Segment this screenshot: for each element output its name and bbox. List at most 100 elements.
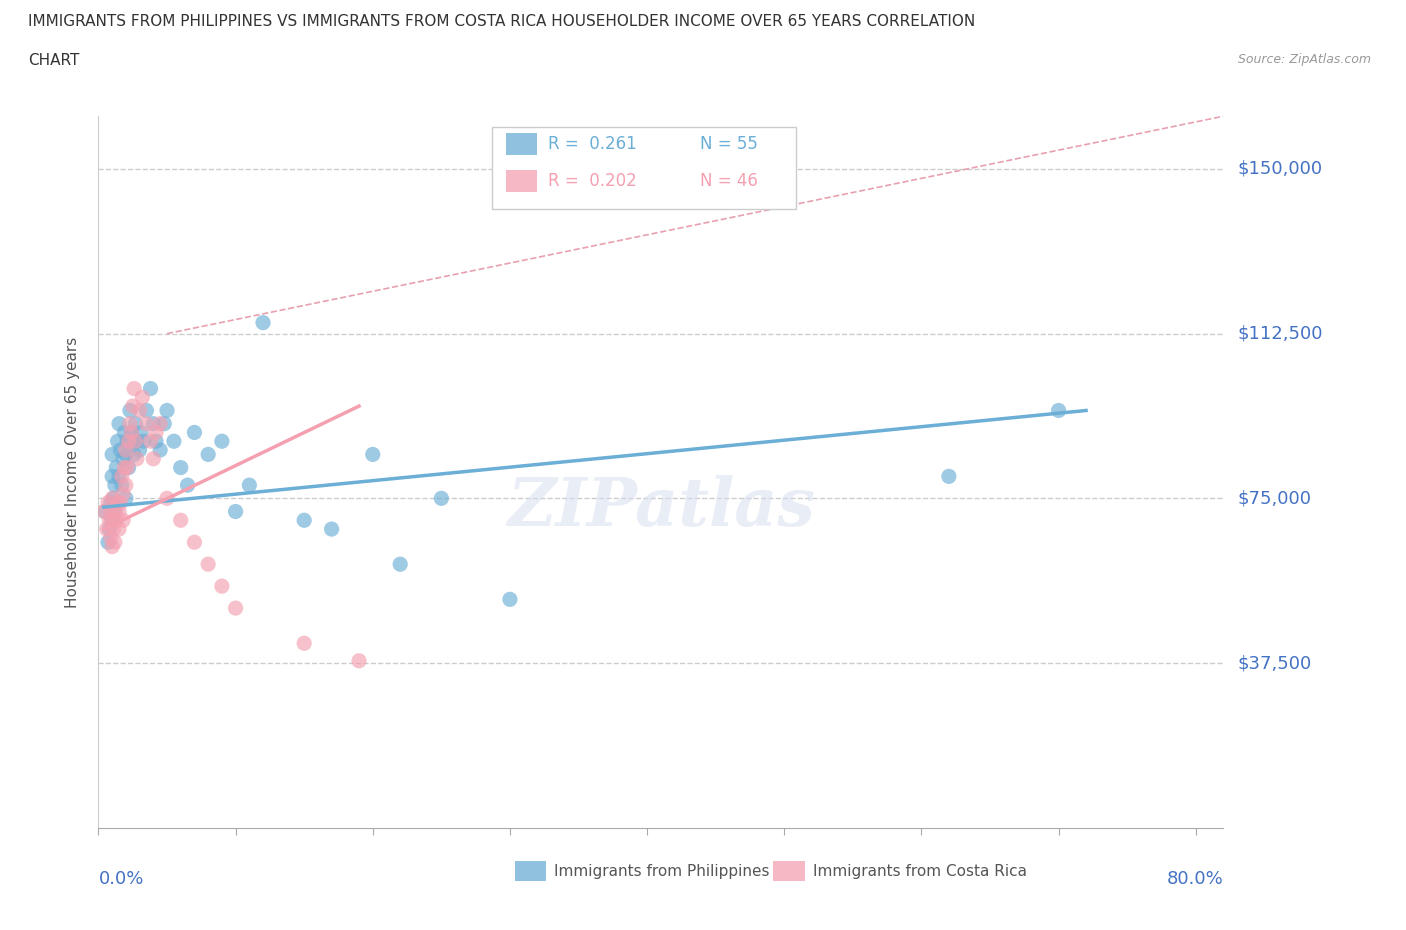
Point <box>142 451 165 466</box>
Point <box>117 433 139 448</box>
Point <box>149 417 172 432</box>
Point <box>112 486 135 501</box>
Point <box>122 381 145 396</box>
Point <box>135 403 157 418</box>
Point <box>104 478 127 493</box>
Point <box>121 433 143 448</box>
Point <box>145 425 167 440</box>
Point <box>197 557 219 572</box>
Text: Immigrants from Costa Rica: Immigrants from Costa Rica <box>813 864 1026 879</box>
Point <box>115 443 138 458</box>
Point <box>132 433 155 448</box>
Point <box>149 443 172 458</box>
Point <box>93 504 115 519</box>
Point <box>938 469 960 484</box>
Point <box>103 491 125 506</box>
Point <box>117 460 139 475</box>
Point <box>135 417 157 432</box>
Point <box>104 504 127 519</box>
Text: $37,500: $37,500 <box>1237 654 1312 672</box>
Point <box>225 504 247 519</box>
Point <box>103 522 125 537</box>
Point <box>97 535 120 550</box>
Point <box>115 460 138 475</box>
Point <box>104 504 127 519</box>
Point <box>361 447 384 462</box>
Point <box>499 591 522 606</box>
Point <box>430 491 453 506</box>
Text: N = 55: N = 55 <box>700 135 758 153</box>
Point <box>110 496 132 511</box>
Point <box>98 512 121 527</box>
Point <box>1047 403 1070 418</box>
Point <box>163 433 186 448</box>
Point <box>100 504 122 519</box>
Point <box>97 496 120 511</box>
Point <box>183 425 205 440</box>
Point <box>104 535 127 550</box>
Point <box>118 417 141 432</box>
Text: N = 46: N = 46 <box>700 172 758 190</box>
FancyBboxPatch shape <box>492 126 796 208</box>
Point <box>156 403 179 418</box>
Point <box>131 390 153 405</box>
Point <box>145 433 167 448</box>
Point <box>129 425 152 440</box>
Y-axis label: Householder Income Over 65 years: Householder Income Over 65 years <box>65 337 80 607</box>
Point <box>107 433 129 448</box>
Point <box>112 512 135 527</box>
Point <box>96 522 118 537</box>
Bar <box>506 133 537 154</box>
Point <box>170 512 193 527</box>
Point <box>112 451 135 466</box>
Point <box>128 403 150 418</box>
Text: ZIPatlas: ZIPatlas <box>508 475 814 540</box>
Point <box>347 654 370 669</box>
Point <box>108 417 131 432</box>
Point <box>225 601 247 616</box>
Point <box>100 496 122 511</box>
Point <box>101 539 124 554</box>
Bar <box>773 861 804 881</box>
Point <box>108 522 131 537</box>
Point <box>115 433 138 448</box>
Point <box>211 433 233 448</box>
Point <box>197 447 219 462</box>
Text: 80.0%: 80.0% <box>1167 870 1223 888</box>
Point <box>238 478 260 493</box>
Text: $150,000: $150,000 <box>1237 160 1322 178</box>
Point <box>170 460 193 475</box>
Text: Immigrants from Philippines: Immigrants from Philippines <box>554 864 769 879</box>
Point <box>120 425 142 440</box>
Point <box>101 512 124 527</box>
Text: IMMIGRANTS FROM PHILIPPINES VS IMMIGRANTS FROM COSTA RICA HOUSEHOLDER INCOME OVE: IMMIGRANTS FROM PHILIPPINES VS IMMIGRANT… <box>28 14 976 29</box>
Text: Source: ZipAtlas.com: Source: ZipAtlas.com <box>1237 53 1371 66</box>
Point <box>139 381 162 396</box>
Point <box>125 451 148 466</box>
Point <box>114 460 136 475</box>
Point <box>252 315 274 330</box>
Text: R =  0.261: R = 0.261 <box>548 135 637 153</box>
Point <box>139 433 162 448</box>
Point <box>105 512 128 527</box>
Point <box>122 447 145 462</box>
Point <box>125 433 148 448</box>
Point <box>156 491 179 506</box>
Text: R =  0.202: R = 0.202 <box>548 172 637 190</box>
Text: $75,000: $75,000 <box>1237 489 1312 508</box>
Point <box>118 403 141 418</box>
Point <box>110 443 132 458</box>
Point <box>120 425 142 440</box>
Point <box>389 557 412 572</box>
Text: $112,500: $112,500 <box>1237 325 1323 342</box>
Point <box>292 512 315 527</box>
Point <box>111 469 134 484</box>
Point <box>124 433 146 448</box>
Point <box>101 512 124 527</box>
Point <box>101 469 124 484</box>
Point <box>128 443 150 458</box>
Point <box>101 491 124 506</box>
Point <box>211 578 233 593</box>
Point <box>107 496 129 511</box>
Point <box>100 530 122 545</box>
